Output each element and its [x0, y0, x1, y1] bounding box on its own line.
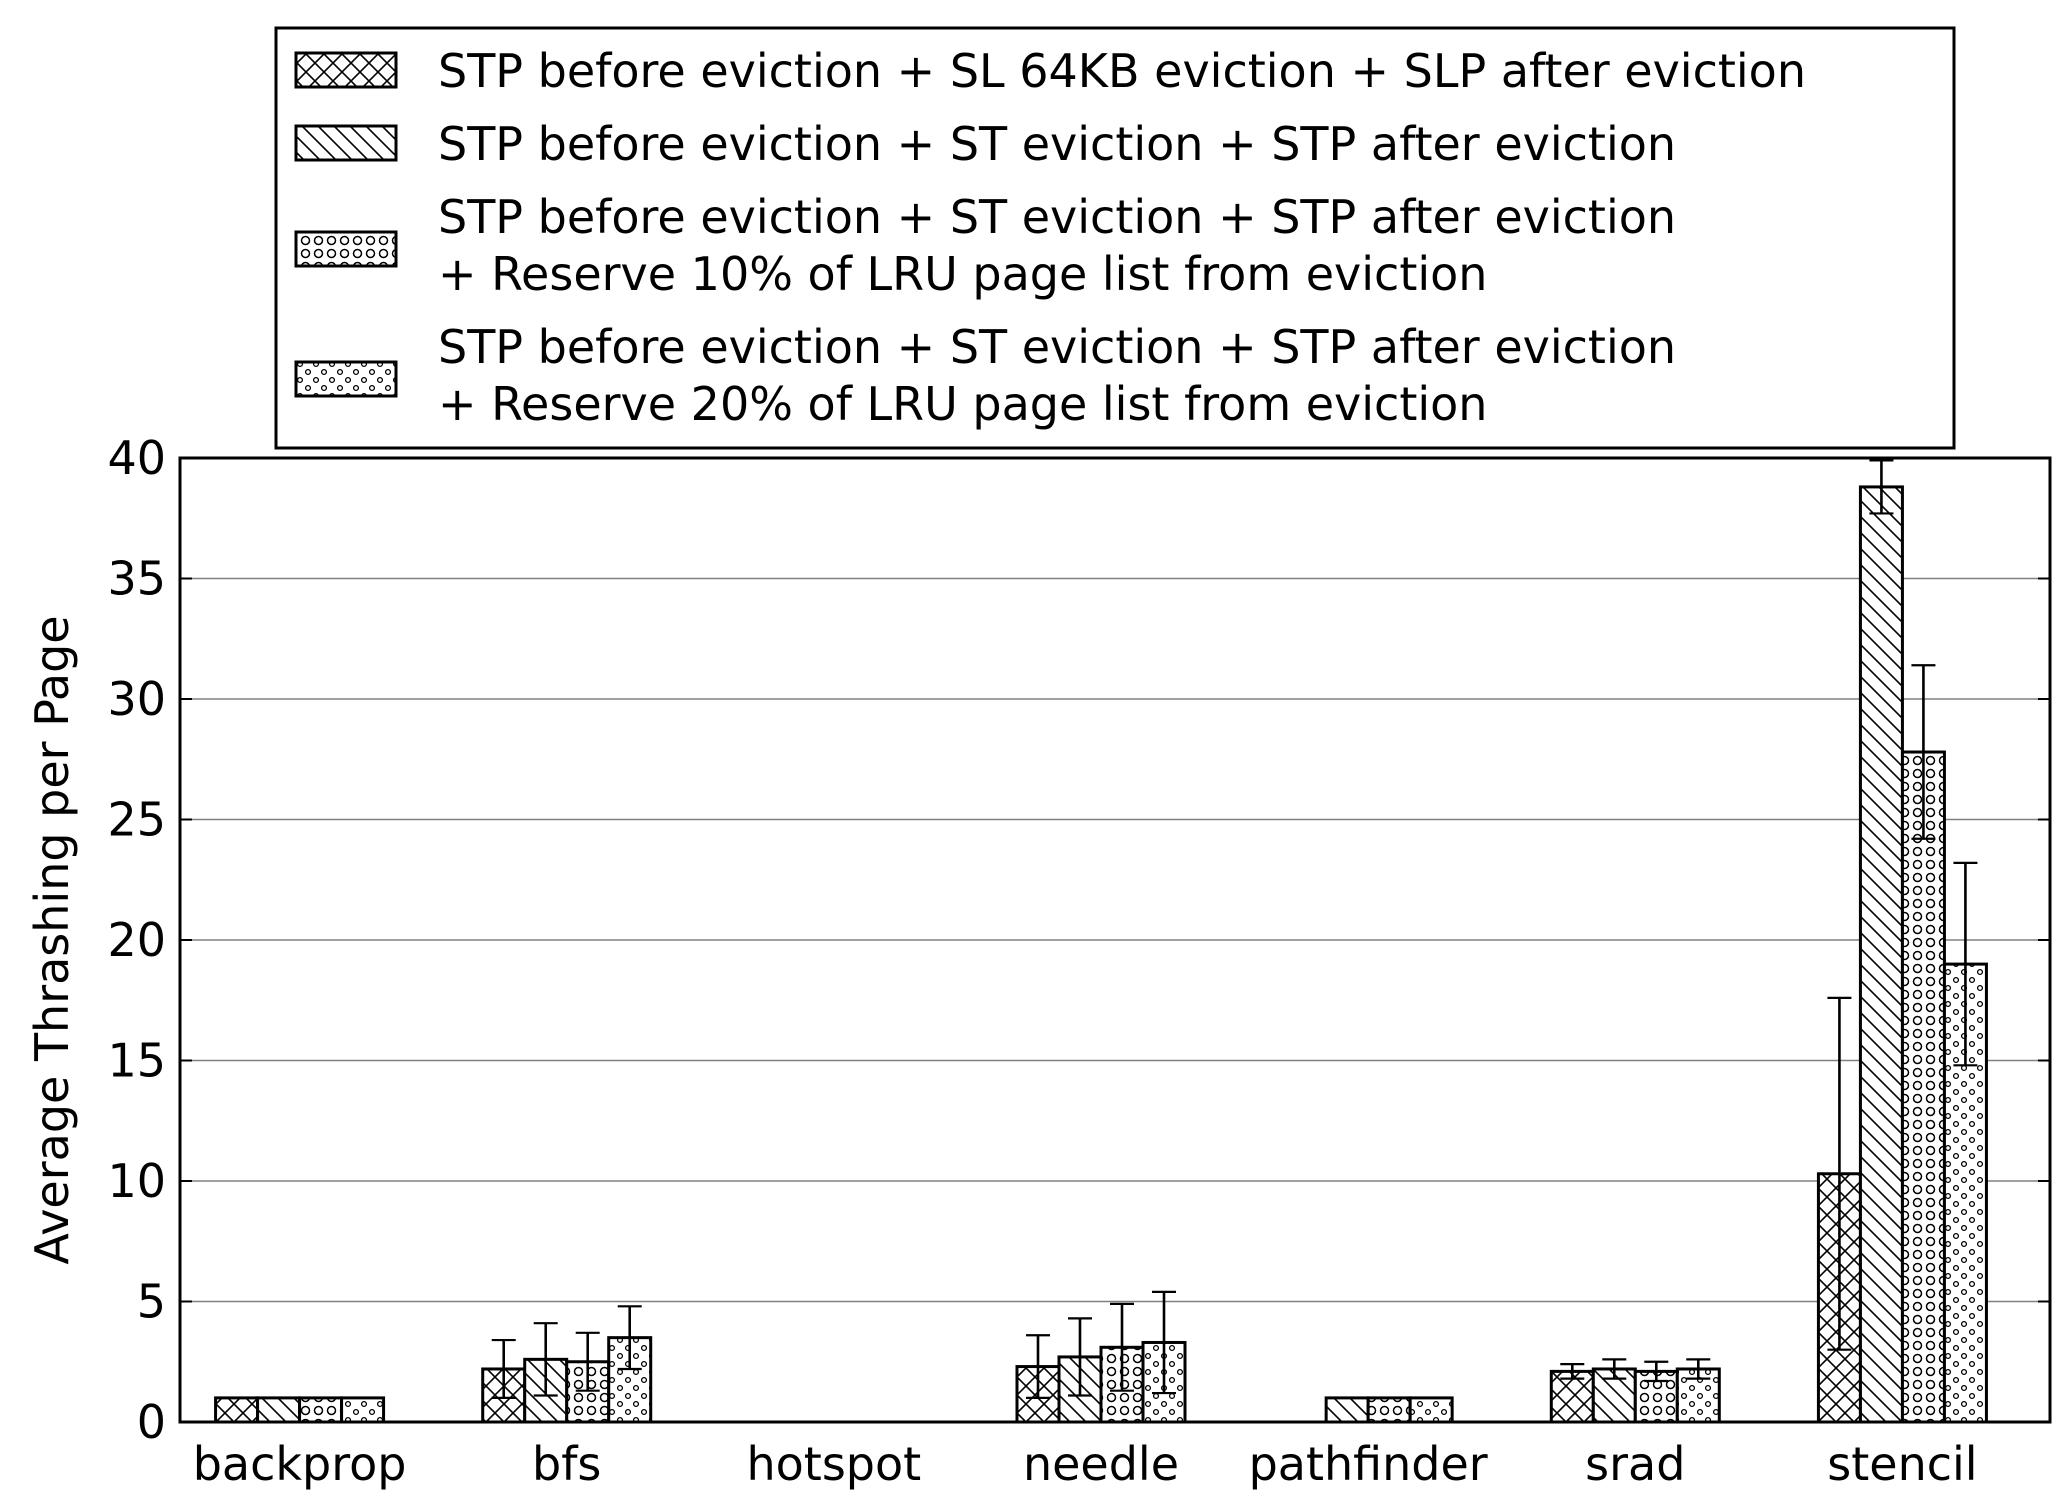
gridlines — [180, 577, 2050, 1303]
legend-label: STP before eviction + ST eviction + STP … — [438, 190, 1676, 244]
y-axis-label: Average Thrashing per Page — [25, 615, 79, 1264]
bar — [1900, 750, 1946, 1424]
legend-box — [274, 26, 1956, 450]
y-tick-label: 5 — [137, 1275, 166, 1329]
bar — [1408, 1396, 1454, 1424]
y-tick-label: 35 — [107, 552, 166, 606]
legend-swatch — [294, 51, 398, 89]
x-tick-label: srad — [1585, 1437, 1685, 1491]
plot-frame — [178, 456, 2052, 1424]
x-tick-label: bfs — [532, 1437, 601, 1491]
y-tick-label: 0 — [137, 1395, 166, 1449]
x-tick-label: needle — [1023, 1437, 1179, 1491]
bar — [1858, 485, 1904, 1424]
bar — [1366, 1396, 1412, 1424]
x-tick-label: backprop — [193, 1437, 407, 1491]
bar — [298, 1396, 344, 1424]
legend-label: + Reserve 20% of LRU page list from evic… — [438, 377, 1487, 431]
x-tick-label: stencil — [1827, 1437, 1977, 1491]
legend-label: STP before eviction + SL 64KB eviction +… — [438, 44, 1806, 98]
x-tick-label: hotspot — [747, 1437, 922, 1491]
error-bars — [491, 459, 1978, 1400]
legend-swatch — [294, 230, 398, 268]
y-tick-label: 25 — [107, 793, 166, 847]
legend-swatch — [294, 360, 398, 398]
y-tick-label: 20 — [107, 913, 166, 967]
bar — [256, 1396, 302, 1424]
legend-label: STP before eviction + ST eviction + STP … — [438, 320, 1676, 374]
legend: STP before eviction + SL 64KB eviction +… — [274, 26, 1956, 450]
bars — [214, 485, 1988, 1424]
y-tick-label: 15 — [107, 1034, 166, 1088]
legend-swatch — [294, 124, 398, 162]
y-tick-label: 10 — [107, 1154, 166, 1208]
legend-label: STP before eviction + ST eviction + STP … — [438, 117, 1676, 171]
bar — [1324, 1396, 1370, 1424]
y-tick-label: 30 — [107, 672, 166, 726]
legend-label: + Reserve 10% of LRU page list from evic… — [438, 247, 1487, 301]
bar — [214, 1396, 260, 1424]
axes: 0 5 10 15 20 25 30 35 40 backprop bfs hotspot needle… — [107, 431, 2052, 1491]
bar — [340, 1396, 386, 1424]
y-tick-label: 40 — [107, 431, 166, 485]
x-tick-label: pathfinder — [1249, 1437, 1488, 1491]
